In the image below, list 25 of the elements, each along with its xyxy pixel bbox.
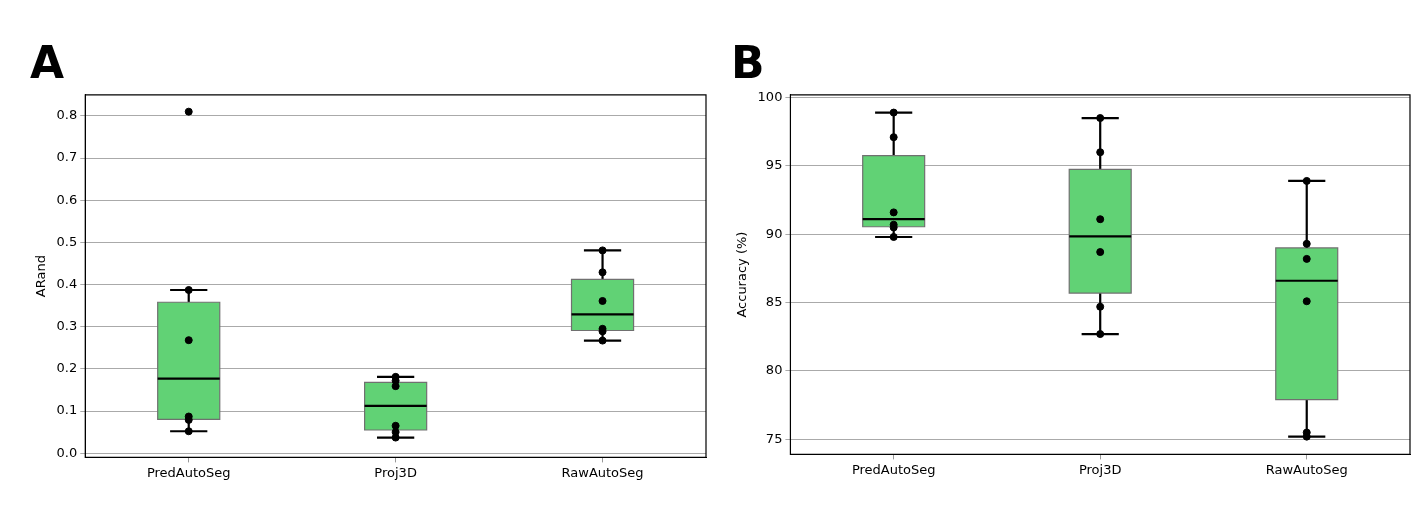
y-tick-label: 0.7: [56, 149, 78, 165]
x-tick-label: PredAutoSeg: [146, 464, 231, 480]
y-tick-label: 75: [765, 430, 783, 446]
y-tick-label: 85: [765, 294, 783, 309]
y-tick-label: 0.8: [56, 107, 78, 123]
y-tick-label: 80: [765, 362, 783, 378]
x-tick-label: Proj3D: [374, 464, 417, 480]
y-tick-label: 0.0: [56, 444, 78, 460]
chart-title: B: [731, 36, 765, 88]
y-tick-label: 0.2: [56, 360, 78, 376]
chart-title: A: [30, 36, 65, 88]
y-axis-title: ARand: [33, 255, 49, 298]
x-tick-label: Proj3D: [1078, 461, 1122, 477]
y-tick-label: 0.1: [56, 402, 78, 418]
y-tick-label: 100: [757, 88, 783, 104]
y-tick-label: 90: [765, 225, 783, 241]
x-tick-label: RawAutoSeg: [561, 464, 644, 480]
x-tick-label: PredAutoSeg: [851, 461, 936, 477]
y-axis-title: Accuracy (%): [734, 231, 750, 318]
y-tick-label: 0.5: [56, 233, 78, 249]
y-tick-label: 0.4: [56, 275, 78, 291]
y-tick-label: 0.6: [56, 191, 78, 207]
y-tick-label: 95: [765, 157, 783, 173]
x-tick-label: RawAutoSeg: [1265, 461, 1348, 477]
y-tick-label: 0.3: [56, 318, 78, 334]
